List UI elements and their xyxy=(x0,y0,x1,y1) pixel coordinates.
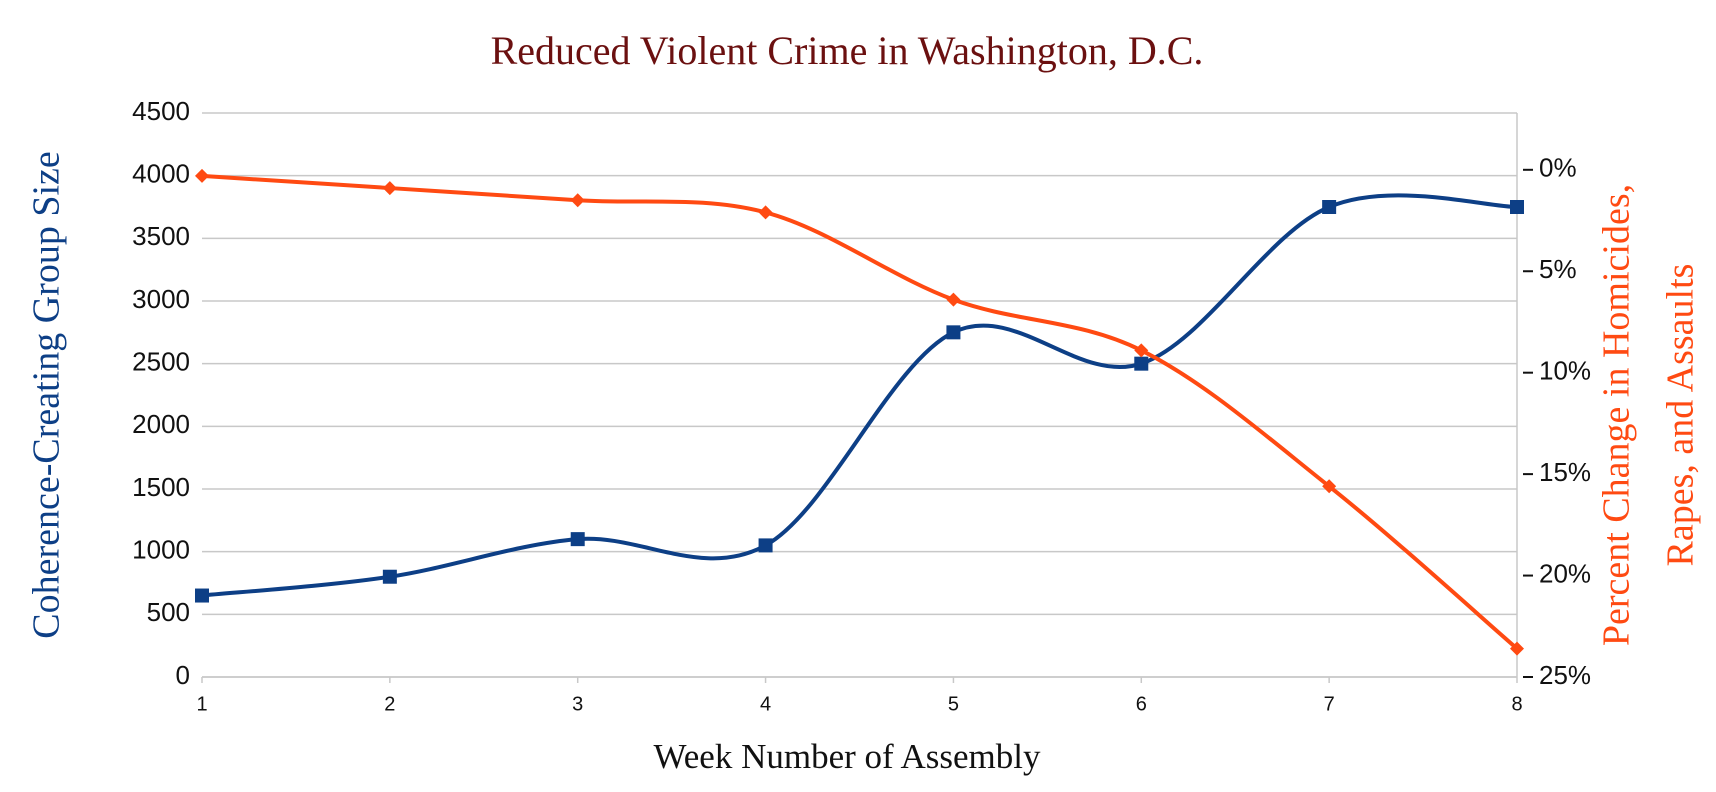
x-tick-label: 8 xyxy=(1511,693,1522,715)
marker xyxy=(1510,641,1524,656)
marker xyxy=(1134,356,1149,371)
y-tick-label: 1500 xyxy=(132,472,190,502)
y2-tick-label: 20% xyxy=(1539,558,1591,588)
y-tick-label: 2000 xyxy=(132,409,190,439)
x-tick-label: 6 xyxy=(1136,693,1147,715)
x-tick-label: 3 xyxy=(572,693,583,715)
y-tick-label: 1000 xyxy=(132,535,190,565)
y2-tick-label: 10% xyxy=(1539,356,1591,386)
y-tick-label: 0 xyxy=(176,660,190,690)
series-line xyxy=(201,173,1519,651)
x-tick-label: 1 xyxy=(196,693,207,715)
x-tick-label: 5 xyxy=(948,693,959,715)
y2-axis-label: Rapes, and Assaults xyxy=(1660,264,1702,567)
marker xyxy=(570,193,585,208)
marker xyxy=(758,538,773,553)
marker xyxy=(946,325,961,340)
x-tick-label: 4 xyxy=(760,693,771,715)
y2-tick-label: 15% xyxy=(1539,457,1591,487)
marker xyxy=(195,168,209,183)
y2-tick-label: 25% xyxy=(1539,660,1591,690)
chart-title: Reduced Violent Crime in Washington, D.C… xyxy=(491,28,1204,73)
marker xyxy=(1322,479,1337,494)
marker xyxy=(758,205,773,220)
y2-tick-label: 5% xyxy=(1539,254,1577,284)
marker xyxy=(195,588,209,603)
x-axis-label: Week Number of Assembly xyxy=(654,737,1041,776)
y-tick-label: 3500 xyxy=(132,221,190,251)
y-tick-label: 4000 xyxy=(132,159,190,189)
marker xyxy=(382,181,397,196)
series-line xyxy=(201,193,1518,598)
marker xyxy=(1510,200,1524,214)
y-axis-label: Coherence-Creating Group Size xyxy=(26,151,68,639)
marker xyxy=(382,569,397,584)
x-tick-label: 2 xyxy=(384,693,395,715)
marker xyxy=(1134,343,1149,358)
x-tick-label: 7 xyxy=(1324,693,1335,715)
y-tick-label: 2500 xyxy=(132,347,190,377)
y-tick-label: 500 xyxy=(147,597,190,627)
y2-tick-label: 0% xyxy=(1539,153,1577,183)
marker xyxy=(1322,200,1337,214)
y2-axis-label: Percent Change in Homicides, xyxy=(1596,184,1638,646)
y-tick-label: 4500 xyxy=(132,96,190,126)
marker xyxy=(946,292,961,307)
marker xyxy=(570,532,585,547)
y-tick-label: 3000 xyxy=(132,284,190,314)
